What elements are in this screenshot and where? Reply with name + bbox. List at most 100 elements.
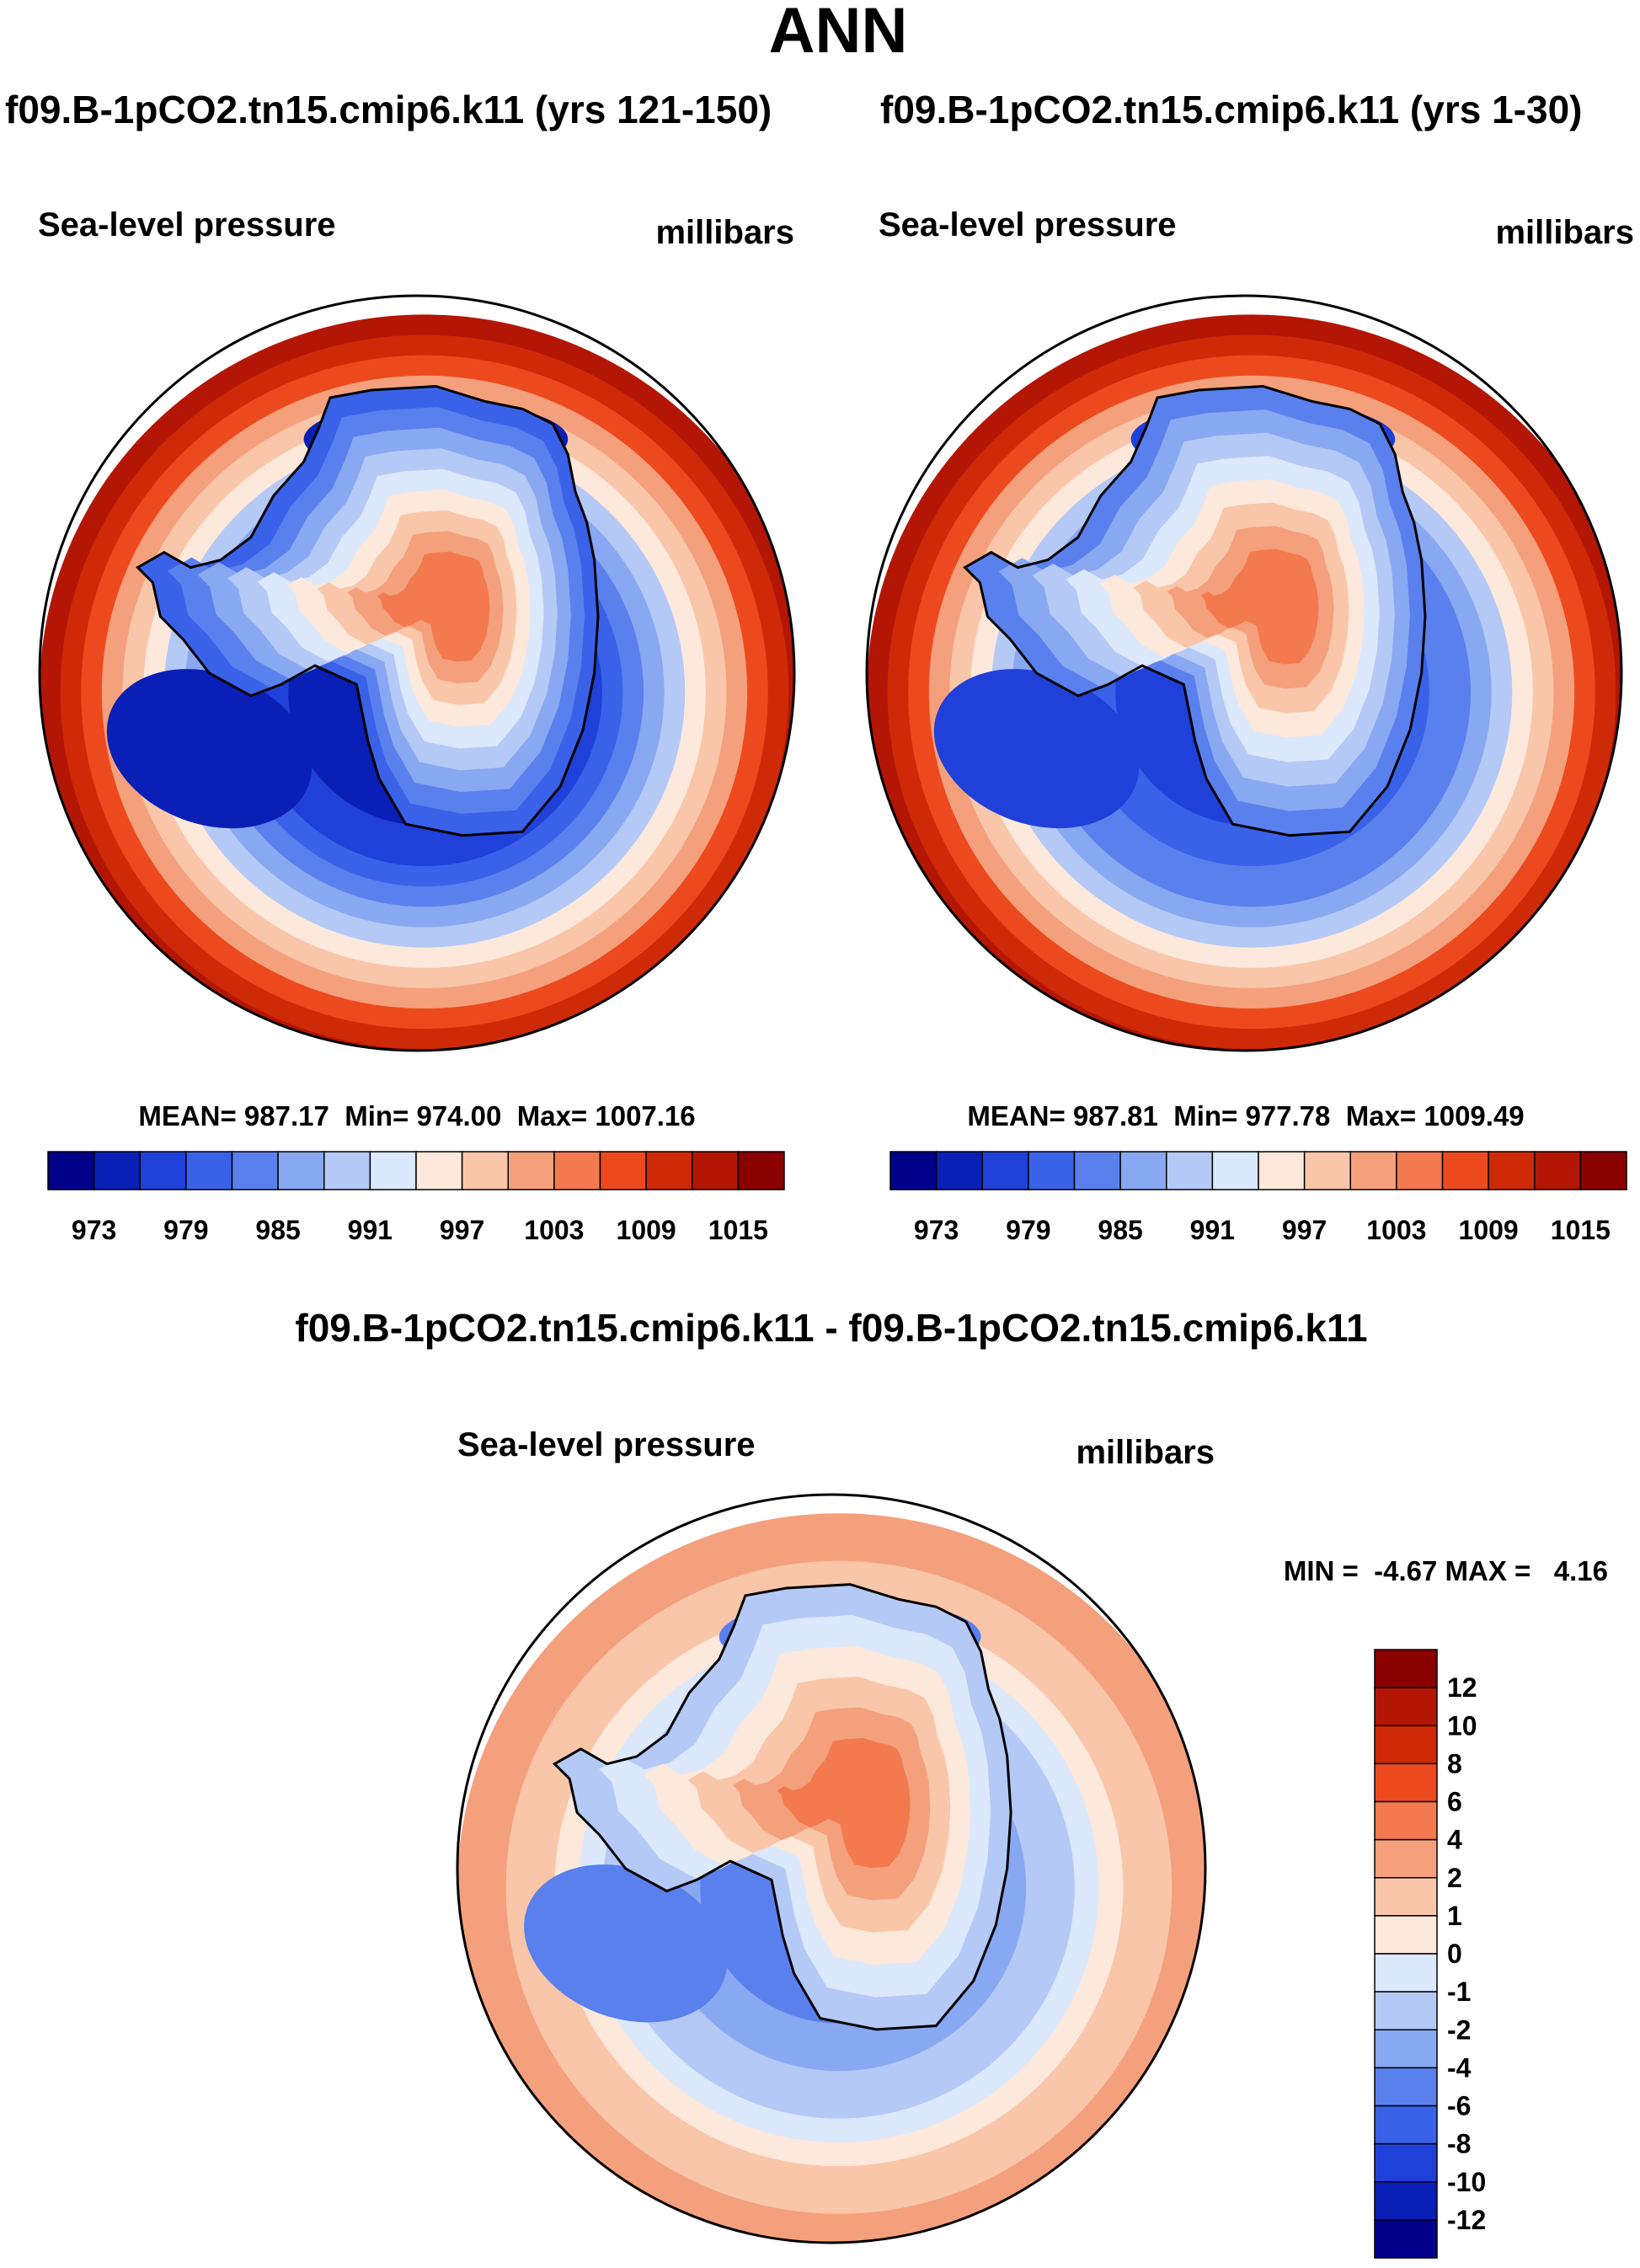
colorbar-cell [47, 1151, 95, 1190]
colorbar-tick-label: 985 [1098, 1215, 1142, 1245]
colorbar-tick-label: -8 [1447, 2129, 1471, 2159]
low-pressure-cell [524, 1864, 728, 2023]
colorbar-cell [1488, 1151, 1536, 1190]
colorbar-tick-label: 6 [1447, 1787, 1462, 1817]
coastline [963, 384, 1427, 837]
panel-right-variable: Sea-level pressure [879, 206, 1177, 243]
map-border [456, 1493, 1207, 2244]
season-title: ANN [769, 0, 908, 67]
colorbar-cell [323, 1151, 371, 1190]
colorbar-tick-label: 1 [1447, 1901, 1462, 1931]
colorbar-right-ticks: 973 979 985 991 997 1003 1009 1015 [914, 1215, 1611, 1245]
colorbar-tick-label: 985 [255, 1215, 300, 1245]
colorbar-cell [1374, 2067, 1438, 2107]
panel-left-case-title: f09.B-1pCO2.tn15.cmip6.k11 (yrs 121-150) [5, 88, 772, 131]
colorbar-tick-label: -12 [1447, 2205, 1486, 2235]
colorbar-cell [1374, 1991, 1438, 2030]
colorbar-cell [1374, 1953, 1438, 1993]
colorbar-tick-label: 1003 [1366, 1215, 1426, 1245]
panel-right-stats: MEAN= 987.81 Min= 977.78 Max= 1009.49 [967, 1100, 1524, 1131]
coastline [136, 384, 600, 837]
colorbar-cell [139, 1151, 187, 1190]
map-border [865, 294, 1623, 1052]
colorbar-cell [981, 1151, 1029, 1190]
panel-left-variable: Sea-level pressure [38, 206, 336, 243]
colorbar-cell [507, 1151, 555, 1190]
colorbar-tick-label: 991 [1190, 1215, 1235, 1245]
colorbar-cell [1374, 1649, 1438, 1688]
colorbar-cell [1396, 1151, 1444, 1190]
map-field [457, 1513, 1205, 2243]
colorbar-cell [1441, 1151, 1489, 1190]
colorbar-cell [1374, 2219, 1438, 2259]
map-border [38, 294, 796, 1052]
colorbar-difference [1374, 1649, 1438, 2259]
map-right [865, 262, 1623, 1052]
colorbar-cell [1119, 1151, 1167, 1190]
colorbar-cell [1374, 1915, 1438, 1955]
colorbar-cell [1374, 1763, 1438, 1803]
colorbar-cell [277, 1151, 325, 1190]
colorbar-cell [1211, 1151, 1259, 1190]
colorbar-tick-label: -1 [1447, 1976, 1471, 2007]
colorbar-tick-label: 979 [163, 1215, 208, 1245]
colorbar-cell [645, 1151, 693, 1190]
colorbar-cell [1374, 1838, 1438, 1879]
colorbar-tick-label: 979 [1006, 1215, 1050, 1245]
panel-left-units: millibars [655, 214, 794, 251]
diff-stats: MIN = -4.67 MAX = 4.16 [1284, 1555, 1608, 1586]
panel-right-units: millibars [1495, 214, 1634, 251]
colorbar-cell [935, 1151, 983, 1190]
plateau-contour [777, 1738, 911, 1869]
colorbar-tick-label: 1015 [1551, 1215, 1611, 1245]
coastline [552, 1583, 1012, 2031]
colorbar-cell [1374, 1725, 1438, 1765]
colorbar-tick-label: -6 [1447, 2091, 1471, 2121]
colorbar-cell [1374, 2029, 1438, 2069]
colorbar-tick-label: -4 [1447, 2052, 1472, 2083]
low-pressure-cell [933, 669, 1140, 829]
colorbar-cell [1303, 1151, 1351, 1190]
colorbar-cell [185, 1151, 233, 1190]
colorbar-tick-label: 1015 [708, 1215, 768, 1245]
colorbar-tick-label: 8 [1447, 1748, 1462, 1779]
colorbar-cell [692, 1151, 740, 1190]
colorbar-cell [1374, 1687, 1438, 1726]
colorbar-cell [1258, 1151, 1306, 1190]
map-field [867, 262, 1621, 1051]
colorbar-tick-label: 997 [440, 1215, 484, 1245]
colorbar-cell [1166, 1151, 1214, 1190]
island-mark [943, 262, 948, 266]
diff-units: millibars [1076, 1434, 1215, 1471]
colorbar-tick-label: 1003 [524, 1215, 584, 1245]
colorbar-cell [415, 1151, 463, 1190]
colorbar-left [47, 1151, 785, 1190]
map-field [40, 262, 794, 1051]
colorbar-tick-label: 1009 [1459, 1215, 1519, 1245]
map-difference [456, 1493, 1207, 2244]
island-mark [115, 262, 121, 266]
panel-right-case-title: f09.B-1pCO2.tn15.cmip6.k11 (yrs 1-30) [880, 88, 1582, 131]
colorbar-cell [369, 1151, 417, 1190]
map-left [38, 262, 796, 1052]
colorbar-tick-label: -2 [1447, 2014, 1471, 2045]
diff-variable: Sea-level pressure [457, 1426, 756, 1463]
colorbar-left-ticks: 973 979 985 991 997 1003 1009 1015 [72, 1215, 768, 1245]
colorbar-tick-label: 973 [914, 1215, 959, 1245]
plateau-contour [377, 551, 490, 662]
colorbar-right [889, 1151, 1627, 1190]
panel-left-stats: MEAN= 987.17 Min= 974.00 Max= 1007.16 [138, 1100, 695, 1131]
colorbar-cell [1028, 1151, 1076, 1190]
colorbar-tick-label: 0 [1447, 1939, 1462, 1969]
colorbar-cell [1349, 1151, 1397, 1190]
colorbar-tick-label: 991 [348, 1215, 393, 1245]
colorbar-tick-label: 997 [1282, 1215, 1327, 1245]
colorbar-cell [1374, 1800, 1438, 1841]
colorbar-cell [231, 1151, 279, 1190]
colorbar-cell [1374, 2181, 1438, 2221]
diff-title: f09.B-1pCO2.tn15.cmip6.k11 - f09.B-1pCO2… [295, 1306, 1367, 1350]
colorbar-tick-label: 12 [1447, 1672, 1477, 1703]
colorbar-tick-label: 2 [1447, 1863, 1462, 1893]
